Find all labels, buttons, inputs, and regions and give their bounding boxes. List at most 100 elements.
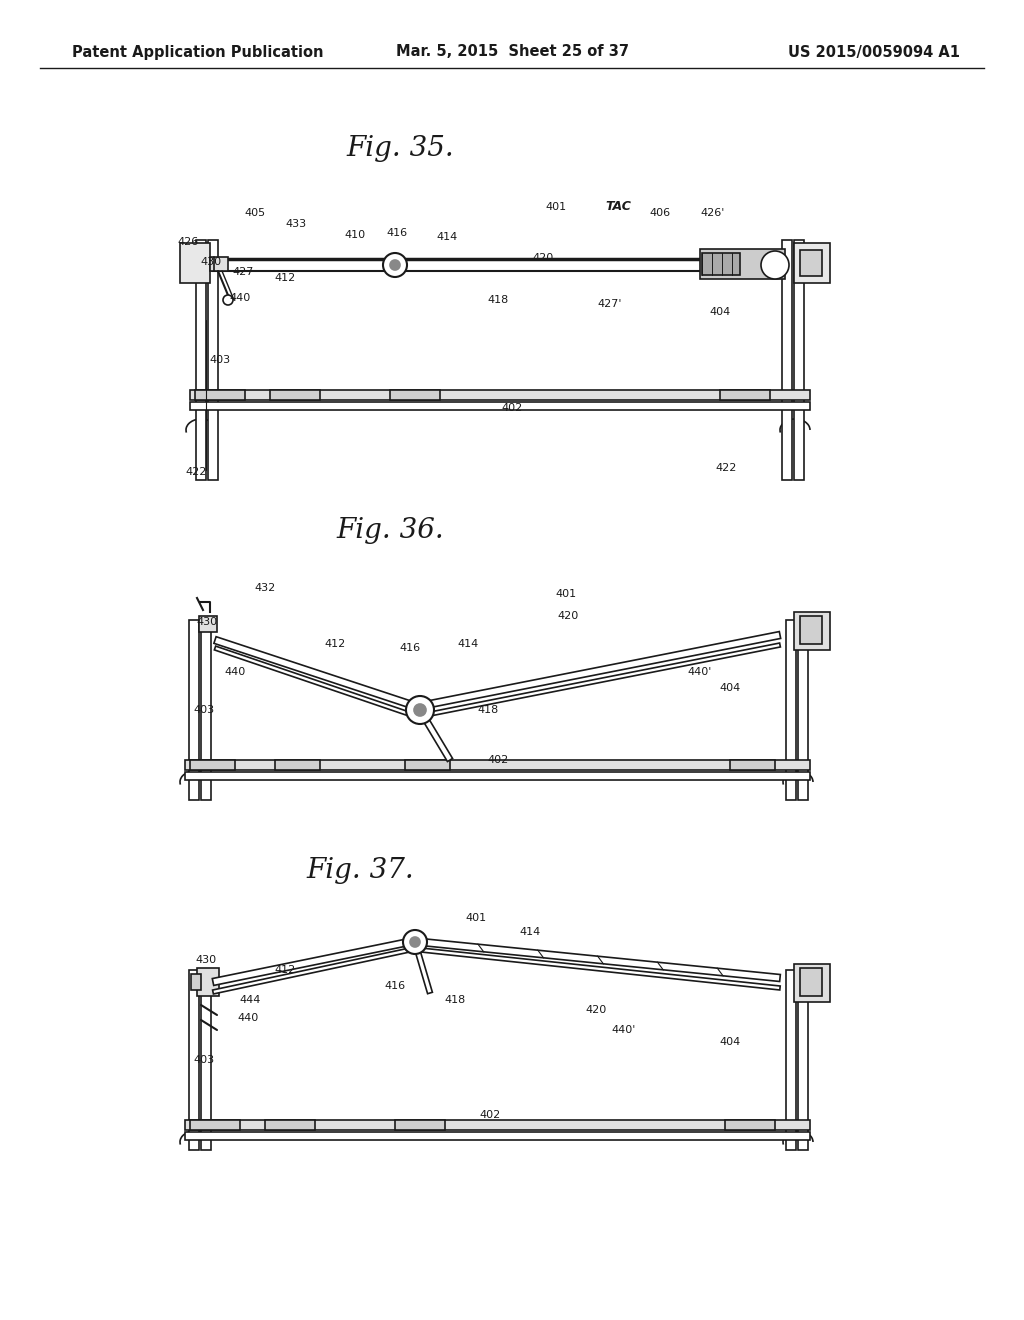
Text: 418: 418 (477, 705, 499, 715)
Text: 426: 426 (177, 238, 199, 247)
Polygon shape (424, 631, 780, 709)
Polygon shape (214, 645, 413, 717)
Text: 430: 430 (195, 954, 216, 965)
Text: 430: 430 (196, 616, 217, 627)
Text: US 2015/0059094 A1: US 2015/0059094 A1 (788, 45, 961, 59)
Text: 433: 433 (286, 219, 306, 228)
Circle shape (406, 696, 434, 723)
Text: Fig. 36.: Fig. 36. (336, 516, 443, 544)
Bar (189, 620, 199, 800)
Text: 404: 404 (710, 308, 731, 317)
Bar (794, 964, 830, 1002)
Bar (395, 1119, 445, 1130)
Bar (197, 968, 219, 997)
Text: Fig. 35.: Fig. 35. (346, 135, 454, 161)
Bar (794, 243, 830, 282)
Text: 420: 420 (557, 611, 579, 620)
Bar (185, 1119, 810, 1130)
Bar (191, 974, 201, 990)
Bar (700, 249, 785, 279)
Circle shape (414, 704, 426, 715)
Circle shape (761, 251, 790, 279)
Text: 420: 420 (532, 253, 554, 263)
Text: 440: 440 (224, 667, 246, 677)
Text: 416: 416 (386, 228, 408, 238)
Bar (275, 760, 319, 770)
Bar (786, 970, 796, 1150)
Text: 432: 432 (254, 583, 275, 593)
Bar (798, 970, 808, 1150)
Bar (185, 772, 810, 780)
Text: Mar. 5, 2015  Sheet 25 of 37: Mar. 5, 2015 Sheet 25 of 37 (395, 45, 629, 59)
Bar (190, 389, 810, 400)
Text: 401: 401 (466, 913, 486, 923)
Circle shape (383, 253, 407, 277)
Circle shape (223, 294, 233, 305)
Bar (190, 403, 810, 411)
Text: 422: 422 (716, 463, 736, 473)
Text: 418: 418 (487, 294, 509, 305)
Text: 410: 410 (344, 230, 366, 240)
Polygon shape (418, 709, 453, 762)
Bar (390, 389, 440, 400)
Text: 440: 440 (238, 1012, 259, 1023)
Text: 414: 414 (519, 927, 541, 937)
Bar (798, 620, 808, 800)
Text: 430: 430 (200, 257, 221, 267)
Polygon shape (425, 643, 780, 717)
Bar (195, 389, 245, 400)
Text: 404: 404 (720, 1038, 740, 1047)
Text: 401: 401 (555, 589, 577, 599)
Bar (201, 620, 211, 800)
Bar (800, 249, 822, 276)
Bar (185, 1133, 810, 1140)
Bar (794, 612, 830, 649)
Text: 412: 412 (274, 273, 296, 282)
Text: 420: 420 (586, 1005, 606, 1015)
Bar (786, 620, 796, 800)
Polygon shape (212, 939, 410, 986)
Bar (185, 760, 810, 770)
Text: Fig. 37.: Fig. 37. (306, 857, 414, 883)
Text: 405: 405 (245, 209, 265, 218)
Text: 402: 402 (479, 1110, 501, 1119)
Bar (190, 1119, 240, 1130)
Text: 414: 414 (436, 232, 458, 242)
Text: 402: 402 (487, 755, 509, 766)
Bar (800, 616, 822, 644)
Circle shape (390, 260, 400, 271)
Bar (270, 389, 319, 400)
Polygon shape (413, 941, 432, 994)
Bar (190, 760, 234, 770)
Text: 404: 404 (720, 682, 740, 693)
Bar (208, 240, 218, 480)
Text: 440': 440' (611, 1026, 636, 1035)
Bar (180, 243, 210, 282)
Bar (265, 1119, 315, 1130)
Text: 416: 416 (399, 643, 421, 653)
Bar (702, 253, 740, 275)
Bar (720, 389, 770, 400)
Text: 401: 401 (546, 202, 566, 213)
Text: 427: 427 (232, 267, 254, 277)
Text: 403: 403 (210, 355, 230, 366)
Bar (794, 240, 804, 480)
Text: 414: 414 (458, 639, 478, 649)
Text: 422: 422 (185, 467, 207, 477)
Text: 412: 412 (325, 639, 346, 649)
Text: 412: 412 (274, 965, 296, 975)
Bar (201, 970, 211, 1150)
Text: TAC: TAC (605, 201, 631, 214)
Polygon shape (421, 948, 780, 990)
Text: 418: 418 (444, 995, 466, 1005)
Circle shape (410, 937, 420, 946)
Bar (730, 760, 775, 770)
Bar (782, 240, 792, 480)
Polygon shape (213, 946, 420, 994)
Text: Patent Application Publication: Patent Application Publication (72, 45, 324, 59)
Text: 444: 444 (240, 995, 261, 1005)
Text: 426': 426' (700, 209, 725, 218)
Text: 427': 427' (598, 300, 623, 309)
Text: 403: 403 (193, 1055, 214, 1065)
Bar (210, 257, 228, 271)
